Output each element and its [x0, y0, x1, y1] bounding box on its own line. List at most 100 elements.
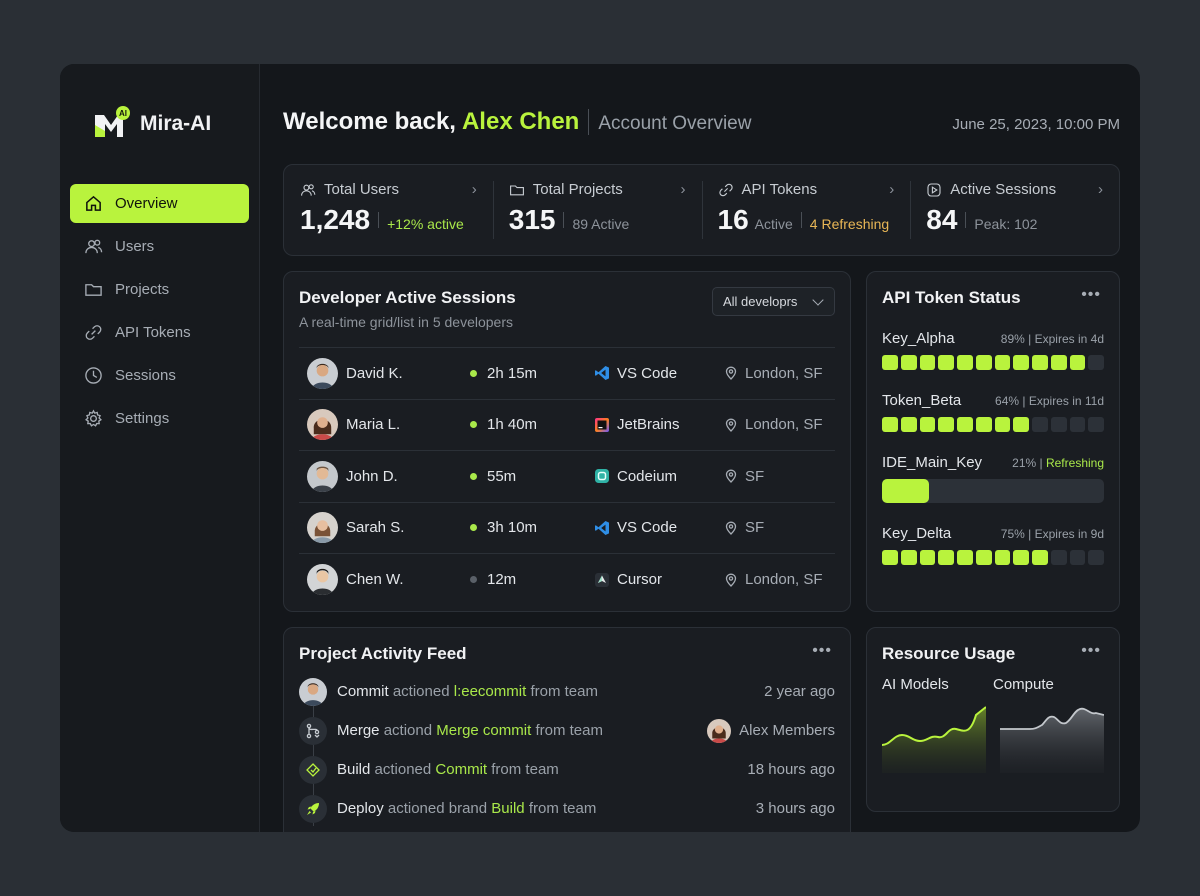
- stat-title: Active Sessions: [950, 181, 1057, 198]
- progress-segment-empty: [1069, 550, 1086, 565]
- token-item[interactable]: IDE_Main_Key 21% | Refreshing: [882, 454, 1104, 503]
- logo-icon: AI: [92, 105, 130, 143]
- developer-filter-dropdown[interactable]: All developrs: [712, 287, 835, 316]
- stat-active-sessions[interactable]: Active Sessions › 84 Peak: 102: [910, 165, 1119, 255]
- brand-name: Mira-AI: [140, 112, 212, 135]
- sidebar-item-sessions[interactable]: Sessions: [70, 356, 249, 395]
- progress-segment-filled: [900, 355, 917, 370]
- table-row[interactable]: Sarah S. 3h 10m VS Code SF: [299, 503, 835, 554]
- link-icon: [718, 183, 733, 196]
- card-title: Resource Usage: [882, 644, 1016, 663]
- progress-segment-empty: [1032, 417, 1048, 432]
- developer-name: John D.: [346, 467, 398, 485]
- activity-target[interactable]: l:eecommit: [453, 683, 527, 700]
- progress-segment-empty: [1088, 355, 1104, 370]
- table-row[interactable]: Maria L. 1h 40m JetBrains London, SF: [299, 400, 835, 451]
- activity-verb: actiond: [383, 722, 433, 739]
- list-item[interactable]: Merge actiond Merge commit from team Ale…: [299, 711, 835, 750]
- token-name: Key_Alpha: [882, 330, 955, 347]
- api-token-status-card: API Token Status ••• Key_Alpha 89% | Exp…: [866, 271, 1120, 612]
- brand[interactable]: AI Mira-AI: [70, 64, 249, 184]
- status-dot-active: [470, 524, 477, 532]
- token-progress-bar: [882, 479, 1104, 503]
- progress-segment-filled: [1013, 417, 1029, 432]
- chevron-right-icon: ›: [889, 181, 895, 198]
- progress-segment-filled: [994, 417, 1011, 432]
- activity-target[interactable]: Commit: [435, 761, 488, 778]
- sidebar-item-users[interactable]: Users: [70, 227, 249, 266]
- location-pin-icon: [725, 366, 737, 381]
- activity-verb: actioned brand: [387, 800, 488, 817]
- token-name: Key_Delta: [882, 525, 952, 542]
- more-options-icon[interactable]: •••: [1081, 642, 1101, 659]
- developer-location: London, SF: [745, 571, 823, 589]
- progress-segment-filled: [900, 417, 917, 432]
- table-row[interactable]: David K. 2h 15m VS Code London, SF: [299, 348, 835, 400]
- sidebar-item-overview[interactable]: Overview: [70, 184, 249, 223]
- more-options-icon[interactable]: •••: [812, 642, 832, 659]
- stat-note: +12% active: [387, 216, 464, 232]
- activity-user[interactable]: Alex Members: [739, 722, 835, 739]
- home-icon: [86, 195, 101, 211]
- stat-title: Total Users: [324, 181, 400, 198]
- developer-name: Sarah S.: [346, 519, 405, 537]
- progress-segment-filled: [957, 550, 973, 565]
- sidebar-item-settings[interactable]: Settings: [70, 399, 249, 438]
- list-item[interactable]: Commit actioned l:eecommit from team 2 y…: [299, 672, 835, 711]
- activity-tail: from team: [530, 683, 598, 700]
- avatar: [307, 512, 338, 544]
- progress-segment-filled: [1013, 550, 1029, 565]
- table-row[interactable]: John D. 55m Codeium SF: [299, 451, 835, 503]
- card-title: API Token Status: [882, 288, 1021, 307]
- list-item[interactable]: Build actioned Commit from team 18 hours…: [299, 750, 835, 789]
- progress-segment-filled: [957, 417, 973, 432]
- status-dot-active: [470, 369, 477, 377]
- resource-label-ai-models: AI Models: [882, 676, 949, 693]
- token-item[interactable]: Token_Beta 64% | Expires in 11d: [882, 392, 1104, 432]
- sidebar-item-label: Sessions: [115, 367, 176, 384]
- token-item[interactable]: Key_Delta 75% | Expires in 9d: [882, 525, 1104, 565]
- table-row[interactable]: Chen W. 12m Cursor London, SF: [299, 554, 835, 606]
- activity-target[interactable]: Build: [491, 800, 525, 817]
- sidebar-item-api-tokens[interactable]: API Tokens: [70, 313, 249, 352]
- stat-total-users[interactable]: Total Users › 1,248 +12% active: [284, 165, 493, 255]
- page-header: Welcome back, Alex Chen Account Overview…: [283, 108, 1120, 136]
- users-icon: [301, 183, 316, 196]
- developer-location: SF: [745, 519, 765, 537]
- chevron-down-icon: [812, 294, 824, 306]
- sidebar: AI Mira-AI Overview Users Projects API T…: [60, 64, 260, 832]
- activity-time: 2 year ago: [764, 683, 835, 700]
- more-options-icon[interactable]: •••: [1081, 286, 1101, 303]
- user-name: Alex Chen: [461, 108, 580, 135]
- vscode-icon: [595, 520, 609, 535]
- gear-icon: [85, 409, 102, 427]
- card-subtitle: A real-time grid/list in 5 developers: [299, 314, 513, 330]
- list-item[interactable]: Deploy actioned brand Build from team 3 …: [299, 789, 835, 828]
- developer-location: SF: [745, 467, 765, 485]
- developer-location: London, SF: [745, 364, 823, 382]
- merge-icon: [299, 716, 327, 745]
- progress-segment-filled: [1032, 355, 1048, 370]
- token-item[interactable]: Key_Alpha 89% | Expires in 4d: [882, 330, 1104, 370]
- sidebar-item-projects[interactable]: Projects: [70, 270, 249, 309]
- activity-tail: from team: [528, 800, 597, 817]
- activity-target[interactable]: Merge commit: [436, 722, 532, 739]
- activity-time: 3 hours ago: [755, 800, 835, 817]
- avatar: [307, 460, 338, 492]
- developer-sessions-card: Developer Active Sessions A real-time gr…: [283, 271, 851, 612]
- sidebar-item-label: Settings: [115, 410, 170, 427]
- token-percent: 21%: [1012, 456, 1037, 470]
- progress-segment-filled: [919, 355, 936, 370]
- users-icon: [85, 239, 103, 254]
- card-title: Developer Active Sessions: [299, 288, 516, 307]
- avatar: [307, 409, 338, 441]
- developer-location: London, SF: [745, 416, 823, 434]
- stat-api-tokens[interactable]: API Tokens › 16 Active 4 Refreshing: [701, 165, 911, 255]
- ai-models-sparkline: [882, 706, 986, 773]
- activity-tail: from team: [491, 761, 559, 778]
- token-percent: 89%: [1000, 332, 1025, 346]
- resource-label-compute: Compute: [993, 676, 1054, 693]
- progress-segment-filled: [975, 355, 992, 370]
- build-icon: [299, 755, 327, 784]
- stat-total-projects[interactable]: Total Projects › 315 89 Active: [492, 165, 702, 255]
